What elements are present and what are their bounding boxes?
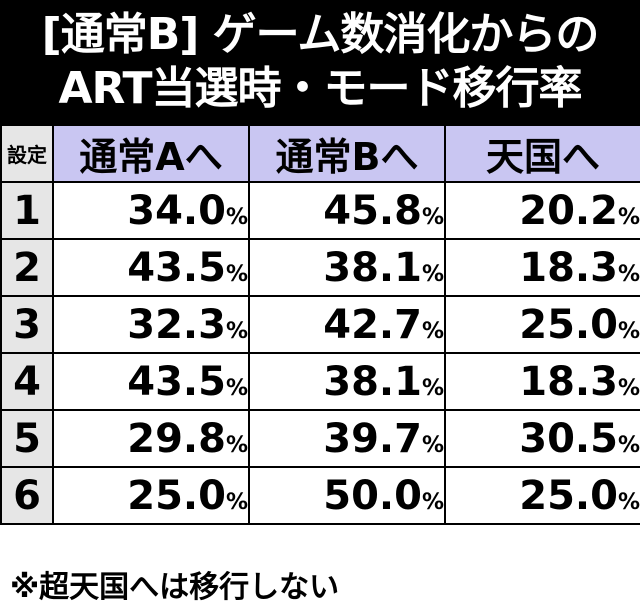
setting-column-header: 設定 bbox=[0, 124, 54, 183]
title-line-2: ART当選時・モード移行率 bbox=[58, 63, 583, 114]
rate-cell-heaven: 20.2% bbox=[444, 181, 640, 240]
table-row: 1 34.0% 45.8% 20.2% bbox=[0, 181, 640, 240]
rate-value: 43.5 bbox=[127, 244, 226, 291]
rate-value: 38.1 bbox=[323, 244, 422, 291]
rate-value: 30.5 bbox=[519, 415, 618, 462]
percent-sign: % bbox=[421, 432, 444, 458]
setting-cell: 5 bbox=[0, 409, 54, 468]
rate-cell-normal-a: 43.5% bbox=[52, 238, 250, 297]
percent-sign: % bbox=[617, 432, 640, 458]
rate-cell-normal-b: 38.1% bbox=[248, 238, 446, 297]
percent-sign: % bbox=[617, 261, 640, 287]
percent-sign: % bbox=[421, 204, 444, 230]
percent-sign: % bbox=[421, 318, 444, 344]
percent-sign: % bbox=[225, 318, 248, 344]
rate-value: 43.5 bbox=[127, 358, 226, 405]
percent-sign: % bbox=[617, 204, 640, 230]
footnote: ※超天国へは移行しない bbox=[10, 570, 340, 605]
rate-value: 25.0 bbox=[519, 472, 618, 519]
table-row: 5 29.8% 39.7% 30.5% bbox=[0, 409, 640, 468]
percent-sign: % bbox=[225, 204, 248, 230]
percent-sign: % bbox=[617, 375, 640, 401]
percent-sign: % bbox=[421, 489, 444, 515]
rate-value: 34.0 bbox=[127, 187, 226, 234]
percent-sign: % bbox=[421, 375, 444, 401]
rate-cell-normal-b: 42.7% bbox=[248, 295, 446, 354]
table-row: 4 43.5% 38.1% 18.3% bbox=[0, 352, 640, 411]
rate-cell-normal-b: 50.0% bbox=[248, 466, 446, 525]
setting-cell: 3 bbox=[0, 295, 54, 354]
rate-cell-normal-b: 39.7% bbox=[248, 409, 446, 468]
rate-value: 50.0 bbox=[323, 472, 422, 519]
rate-value: 32.3 bbox=[127, 301, 226, 348]
percent-sign: % bbox=[617, 318, 640, 344]
rate-value: 20.2 bbox=[519, 187, 618, 234]
rate-value: 42.7 bbox=[323, 301, 422, 348]
title-line-1: [通常B] ゲーム数消化からの bbox=[41, 9, 600, 60]
title-banner: [通常B] ゲーム数消化からの ART当選時・モード移行率 bbox=[0, 0, 640, 124]
rate-cell-normal-b: 45.8% bbox=[248, 181, 446, 240]
percent-sign: % bbox=[617, 489, 640, 515]
setting-cell: 4 bbox=[0, 352, 54, 411]
rate-value: 45.8 bbox=[323, 187, 422, 234]
table-row: 3 32.3% 42.7% 25.0% bbox=[0, 295, 640, 354]
rate-cell-normal-a: 25.0% bbox=[52, 466, 250, 525]
rate-cell-heaven: 25.0% bbox=[444, 295, 640, 354]
percent-sign: % bbox=[225, 375, 248, 401]
rate-cell-normal-b: 38.1% bbox=[248, 352, 446, 411]
rate-value: 38.1 bbox=[323, 358, 422, 405]
rate-value: 18.3 bbox=[519, 358, 618, 405]
rate-cell-normal-a: 43.5% bbox=[52, 352, 250, 411]
rate-cell-heaven: 30.5% bbox=[444, 409, 640, 468]
rate-cell-heaven: 18.3% bbox=[444, 352, 640, 411]
header-heaven: 天国へ bbox=[444, 124, 640, 183]
rate-value: 18.3 bbox=[519, 244, 618, 291]
percent-sign: % bbox=[225, 432, 248, 458]
percent-sign: % bbox=[225, 489, 248, 515]
rate-value: 29.8 bbox=[127, 415, 226, 462]
table-header-row: 設定 通常Aへ 通常Bへ 天国へ bbox=[0, 124, 640, 183]
mode-transition-table: 設定 通常Aへ 通常Bへ 天国へ 1 34.0% 45.8% 20.2% 2 4… bbox=[0, 124, 640, 525]
setting-cell: 1 bbox=[0, 181, 54, 240]
rate-cell-heaven: 18.3% bbox=[444, 238, 640, 297]
rate-value: 39.7 bbox=[323, 415, 422, 462]
header-normal-b: 通常Bへ bbox=[248, 124, 446, 183]
header-normal-a: 通常Aへ bbox=[52, 124, 250, 183]
setting-cell: 6 bbox=[0, 466, 54, 525]
setting-cell: 2 bbox=[0, 238, 54, 297]
table-row: 2 43.5% 38.1% 18.3% bbox=[0, 238, 640, 297]
rate-value: 25.0 bbox=[519, 301, 618, 348]
percent-sign: % bbox=[421, 261, 444, 287]
rate-cell-heaven: 25.0% bbox=[444, 466, 640, 525]
rate-cell-normal-a: 32.3% bbox=[52, 295, 250, 354]
rate-cell-normal-a: 34.0% bbox=[52, 181, 250, 240]
rate-cell-normal-a: 29.8% bbox=[52, 409, 250, 468]
rate-value: 25.0 bbox=[127, 472, 226, 519]
percent-sign: % bbox=[225, 261, 248, 287]
table-row: 6 25.0% 50.0% 25.0% bbox=[0, 466, 640, 525]
